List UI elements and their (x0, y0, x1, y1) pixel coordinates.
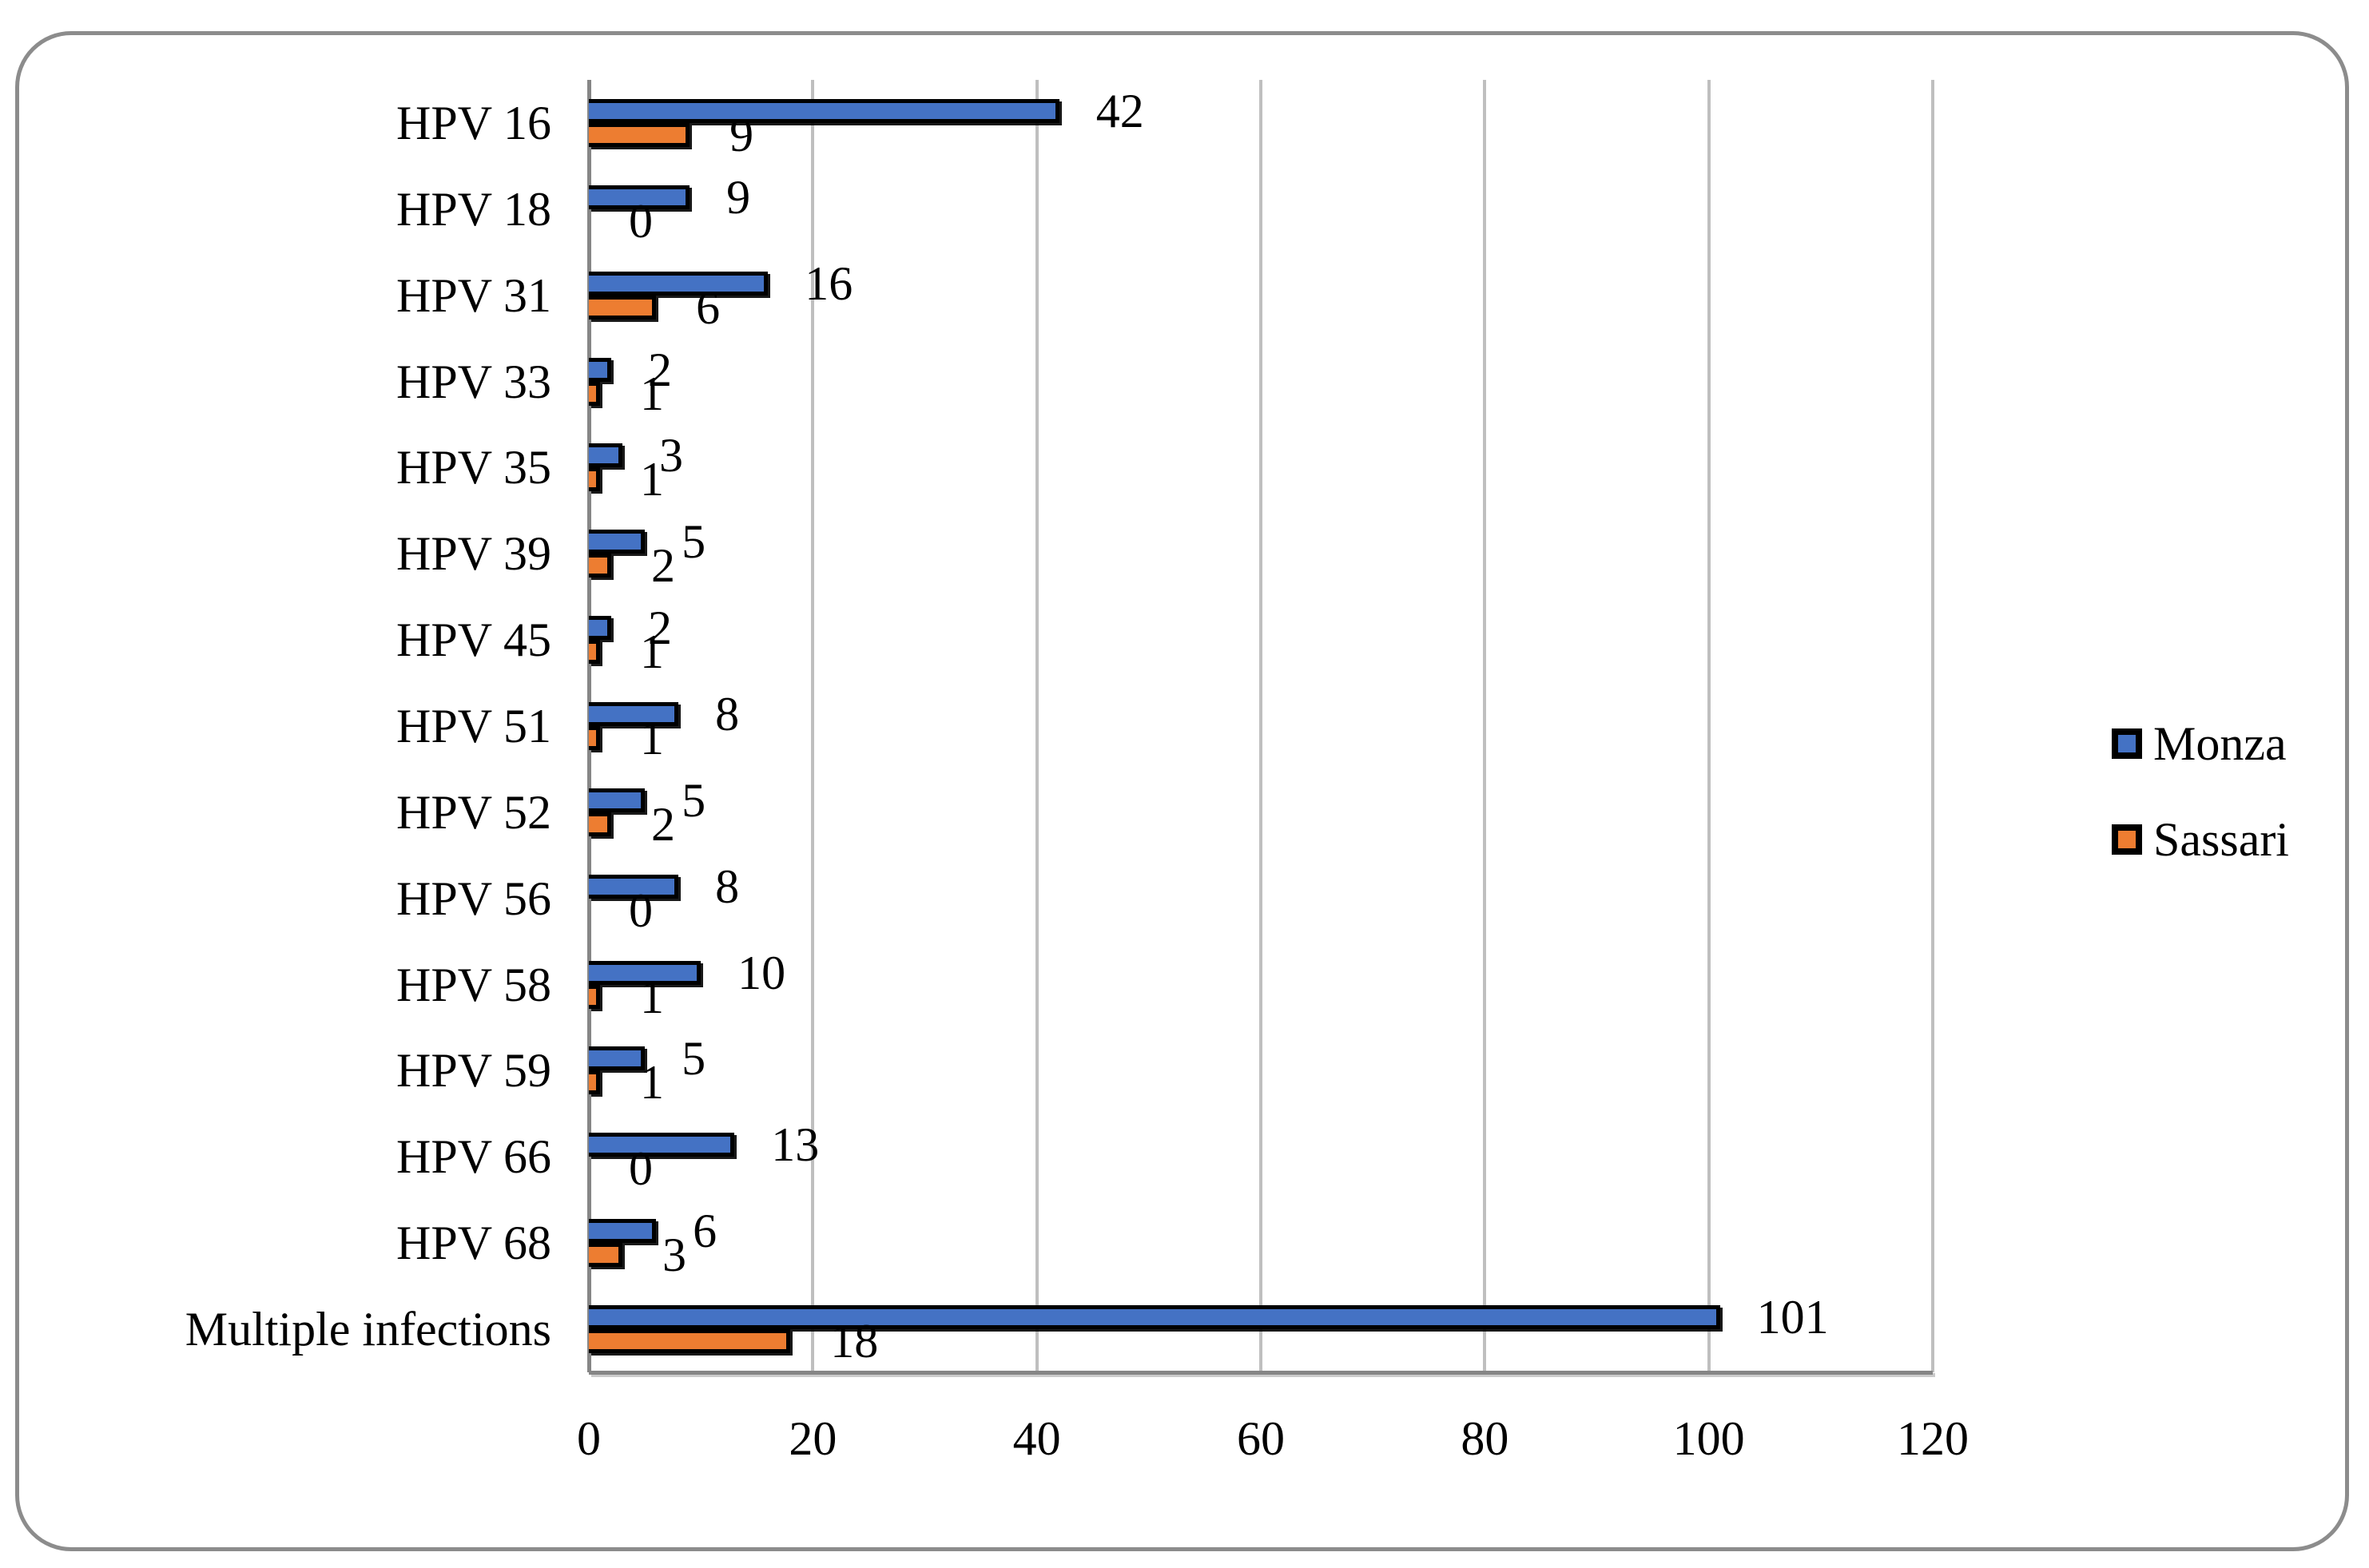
x-tick-label: 120 (1897, 1412, 1969, 1465)
legend: Monza Sassari (2112, 717, 2289, 917)
value-label-sassari: 1 (640, 453, 665, 506)
category-label: HPV 16 (396, 96, 551, 149)
category-label: HPV 35 (396, 441, 551, 494)
bar-sassari (589, 1070, 601, 1095)
bar-sassari (589, 1329, 791, 1354)
value-label-monza: 5 (682, 1032, 706, 1086)
chart-frame (15, 31, 2349, 1551)
category-label: HPV 18 (396, 182, 551, 236)
gridline (1483, 80, 1487, 1372)
category-label: HPV 68 (396, 1217, 551, 1270)
monza-swatch-icon (2112, 728, 2142, 759)
gridline (1931, 80, 1934, 1372)
bar-monza (589, 443, 623, 468)
category-label: HPV 59 (396, 1044, 551, 1098)
bar-sassari (589, 726, 601, 750)
bar-monza (589, 1046, 646, 1071)
value-label-sassari: 2 (651, 539, 676, 593)
category-label: HPV 31 (396, 268, 551, 322)
bar-monza (589, 98, 1059, 123)
value-label-monza: 5 (682, 773, 706, 827)
gridline (1035, 80, 1039, 1372)
bar-sassari (589, 640, 601, 665)
value-label-monza: 8 (715, 859, 740, 913)
value-label-sassari: 0 (629, 1142, 653, 1196)
bar-monza (589, 960, 702, 985)
category-label: HPV 52 (396, 785, 551, 839)
x-tick-label: 40 (1012, 1412, 1061, 1465)
value-label-sassari: 1 (640, 712, 665, 764)
value-label-monza: 6 (693, 1205, 717, 1258)
legend-label-monza: Monza (2153, 717, 2287, 770)
category-label: HPV 58 (396, 958, 551, 1011)
value-label-sassari: 1 (640, 970, 665, 1023)
value-label-monza: 16 (805, 256, 853, 310)
plot-area (586, 80, 1934, 1375)
category-label: Multiple infections (185, 1303, 551, 1356)
bar-sassari (589, 122, 690, 147)
value-label-monza: 101 (1756, 1291, 1829, 1344)
x-tick-label: 20 (789, 1412, 837, 1465)
value-label-sassari: 3 (662, 1229, 687, 1282)
x-tick-label: 0 (577, 1412, 601, 1465)
legend-item-sassari: Sassari (2112, 813, 2289, 866)
bar-sassari (589, 467, 601, 492)
value-label-monza: 2 (648, 343, 673, 396)
bar-sassari (589, 984, 601, 1009)
category-label: HPV 66 (396, 1130, 551, 1184)
category-label: HPV 39 (396, 527, 551, 581)
value-label-monza: 13 (771, 1118, 820, 1172)
bar-sassari (589, 381, 601, 406)
bar-monza (589, 874, 679, 899)
category-label: HPV 51 (396, 700, 551, 752)
value-label-sassari: 2 (651, 797, 676, 851)
gridline (1259, 80, 1262, 1372)
value-label-monza: 9 (726, 170, 751, 224)
value-label-sassari: 1 (640, 625, 665, 679)
legend-item-monza: Monza (2112, 717, 2289, 770)
value-label-monza: 42 (1095, 84, 1144, 137)
value-label-sassari: 0 (629, 883, 653, 937)
bar-monza (589, 271, 769, 296)
value-label-monza: 8 (715, 688, 740, 740)
bar-monza (589, 616, 612, 641)
bar-sassari (589, 295, 657, 320)
bar-sassari (589, 1243, 623, 1268)
value-label-monza: 10 (737, 946, 786, 999)
bar-monza (589, 702, 679, 726)
value-label-sassari: 0 (629, 194, 653, 248)
value-label-sassari: 1 (640, 1056, 665, 1110)
x-tick-label: 60 (1237, 1412, 1285, 1465)
value-label-monza: 3 (659, 429, 684, 482)
value-label-sassari: 1 (640, 367, 665, 420)
x-tick-label: 80 (1461, 1412, 1509, 1465)
x-tick-label: 100 (1672, 1412, 1745, 1465)
value-label-monza: 5 (682, 515, 706, 569)
sassari-swatch-icon (2112, 824, 2142, 855)
bar-monza (589, 1219, 657, 1244)
bar-monza (589, 1305, 1720, 1330)
value-label-sassari: 18 (830, 1315, 879, 1368)
bar-sassari (589, 554, 612, 578)
legend-label-sassari: Sassari (2153, 813, 2289, 866)
gridline (1707, 80, 1711, 1372)
category-label: HPV 45 (396, 613, 551, 667)
bar-monza (589, 357, 612, 382)
category-label: HPV 56 (396, 871, 551, 925)
x-axis-line (589, 1371, 1933, 1375)
value-label-sassari: 9 (729, 108, 754, 161)
bar-monza (589, 185, 690, 209)
value-label-monza: 2 (648, 601, 673, 655)
value-label-sassari: 6 (696, 280, 721, 334)
category-label: HPV 33 (396, 355, 551, 408)
bar-monza (589, 788, 646, 812)
bar-monza (589, 1133, 735, 1157)
bar-sassari (589, 812, 612, 836)
bar-monza (589, 530, 646, 554)
gridline (811, 80, 815, 1372)
